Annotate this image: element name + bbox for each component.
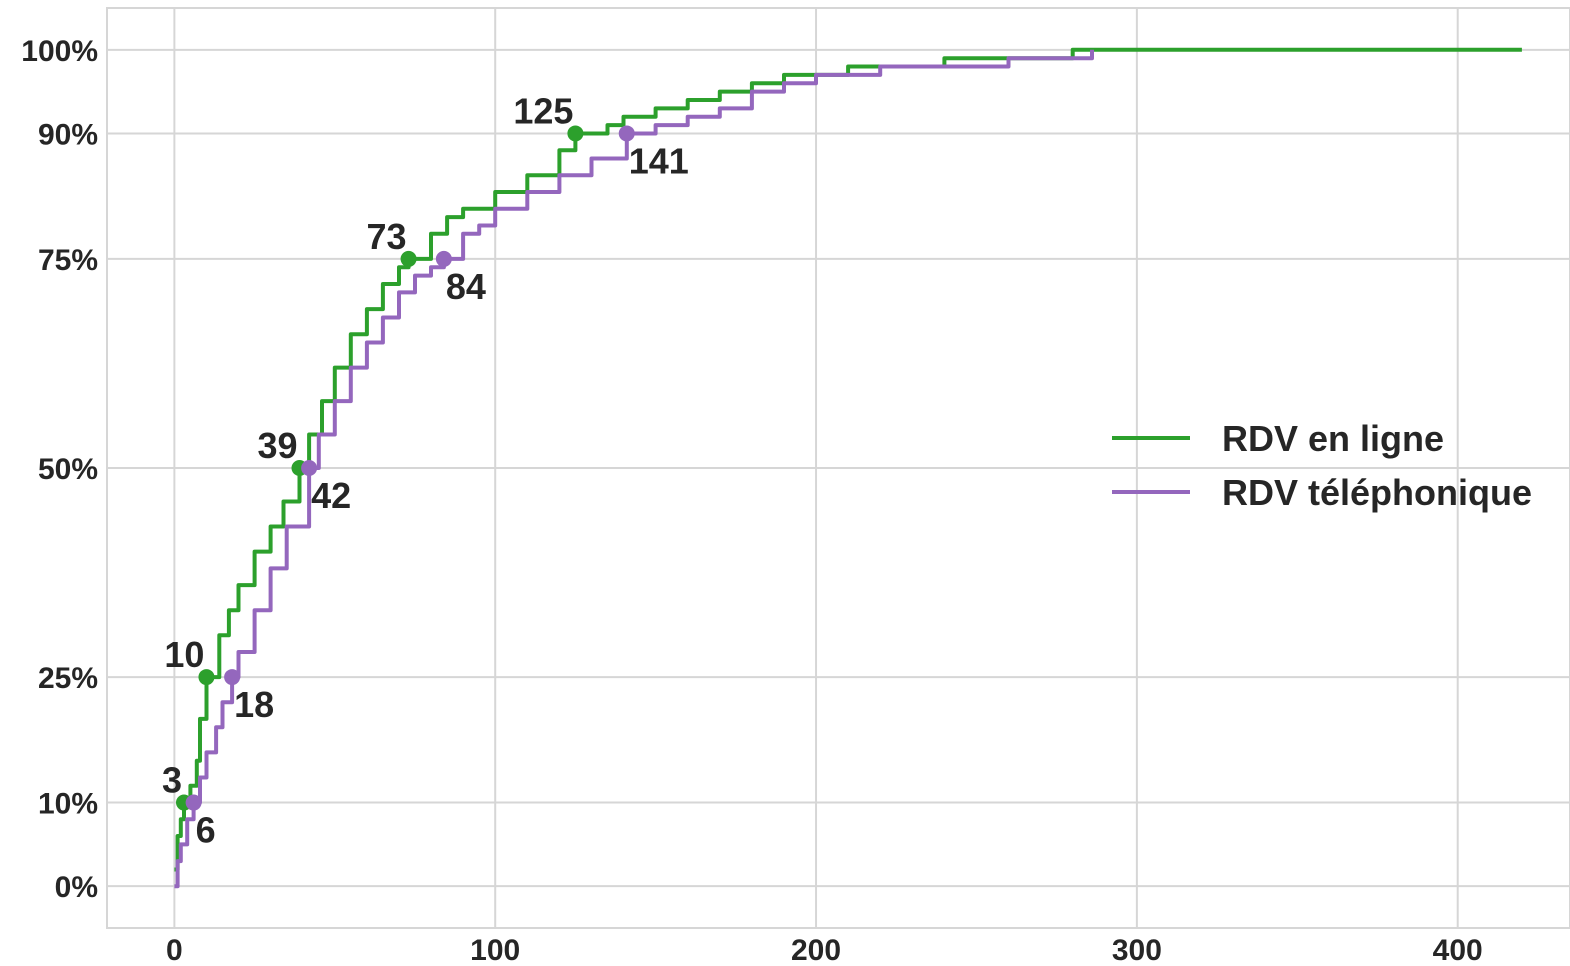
quantile-annotations: 3 10 39 73 125 6 18 42 84 141 <box>162 90 689 850</box>
y-tick-label: 50% <box>38 453 98 486</box>
quantile-label: 6 <box>196 810 216 851</box>
quantile-marker <box>224 669 241 686</box>
series-line-1 <box>174 49 1094 889</box>
x-tick-label: 0 <box>166 934 183 966</box>
quantile-marker <box>185 794 202 811</box>
quantile-marker <box>435 250 452 267</box>
tick-labels: 0 100 200 300 400 0% 10% 25% 50% 75% 90% 100% <box>21 35 1482 966</box>
x-tick-label: 300 <box>1112 934 1162 966</box>
quantile-marker <box>198 669 215 686</box>
x-tick-label: 200 <box>791 934 841 966</box>
y-tick-label: 0% <box>55 871 98 904</box>
quantile-marker <box>618 125 635 142</box>
quantile-label: 125 <box>513 90 573 131</box>
y-tick-label: 90% <box>38 118 98 151</box>
y-tick-label: 75% <box>38 244 98 277</box>
x-tick-label: 400 <box>1433 934 1483 966</box>
quantile-label: 10 <box>164 634 204 675</box>
y-tick-label: 100% <box>21 35 98 68</box>
y-tick-label: 25% <box>38 662 98 695</box>
legend-label: RDV téléphonique <box>1222 472 1532 513</box>
quantile-label: 18 <box>234 684 274 725</box>
quantile-marker <box>400 250 417 267</box>
legend: RDV en ligne RDV téléphonique <box>1112 418 1532 513</box>
legend-label: RDV en ligne <box>1222 418 1444 459</box>
quantile-markers <box>176 125 635 811</box>
quantile-label: 3 <box>162 760 182 801</box>
quantile-label: 39 <box>257 425 297 466</box>
quantile-label: 73 <box>367 216 407 257</box>
quantile-label: 141 <box>629 140 689 181</box>
quantile-label: 42 <box>311 475 351 516</box>
grid <box>107 8 1570 928</box>
x-tick-label: 100 <box>470 934 520 966</box>
quantile-marker <box>567 125 584 142</box>
quantile-label: 84 <box>446 266 486 307</box>
y-tick-label: 10% <box>38 788 98 821</box>
quantile-marker <box>301 460 318 476</box>
